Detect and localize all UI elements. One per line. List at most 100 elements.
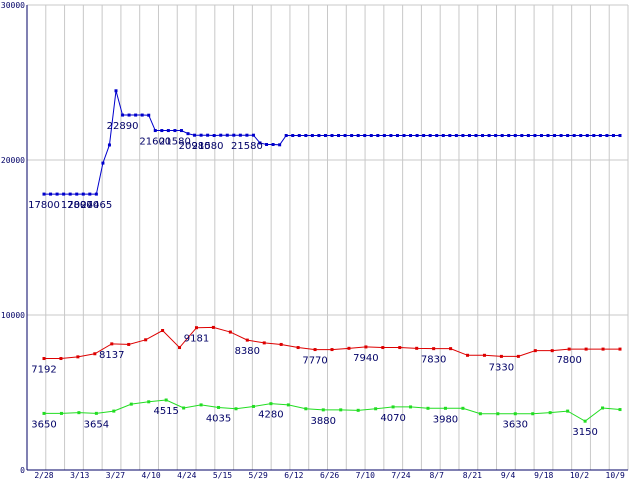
series-1-point <box>428 134 432 138</box>
series-1-point <box>566 134 570 138</box>
series-1-point <box>382 134 386 138</box>
series-2-point <box>178 346 182 350</box>
x-tick-label: 3/13 <box>70 471 89 480</box>
x-tick-label: 7/24 <box>391 471 410 480</box>
series-3-point <box>548 411 552 415</box>
series-1-point <box>598 134 602 138</box>
series-1-point <box>55 192 59 196</box>
data-label: 4035 <box>206 413 231 424</box>
data-label: 22890 <box>107 121 139 132</box>
series-2-point <box>313 348 317 352</box>
series-3-point <box>42 411 46 415</box>
data-label: 4280 <box>258 410 283 421</box>
series-1-point <box>219 133 223 137</box>
series-3-point <box>566 409 570 413</box>
series-1-point <box>533 134 537 138</box>
series-group <box>42 89 622 423</box>
series-3-point <box>409 405 413 409</box>
series-1-point <box>310 134 314 138</box>
data-label: 20970 <box>67 200 99 211</box>
x-tick-label: 7/10 <box>356 471 375 480</box>
series-2-point <box>415 346 419 350</box>
series-1-point <box>49 192 53 196</box>
series-1-point <box>559 134 563 138</box>
x-tick-label: 8/7 <box>429 471 444 480</box>
series-1-point <box>448 134 452 138</box>
series-1-point <box>461 134 465 138</box>
series-1-point <box>435 134 439 138</box>
data-label: 21580 <box>192 141 224 152</box>
series-2-point <box>432 347 436 351</box>
x-tick-label: 5/29 <box>249 471 268 480</box>
series-1-point <box>592 134 596 138</box>
series-2-point <box>296 346 300 350</box>
series-1-point <box>389 134 393 138</box>
series-1-point <box>121 113 125 117</box>
series-1-point <box>278 143 282 147</box>
series-2-point <box>567 347 571 351</box>
data-label: 9181 <box>184 334 209 345</box>
series-1-point <box>481 134 485 138</box>
series-3-point <box>304 407 308 411</box>
series-1-point <box>539 134 543 138</box>
data-label: 7940 <box>353 353 378 364</box>
series-2-point <box>347 346 351 350</box>
series-3-point <box>478 412 482 416</box>
x-tick-label: 4/10 <box>141 471 160 480</box>
series-1-point <box>474 134 478 138</box>
series-3-point <box>339 408 343 412</box>
series-1-point <box>350 134 354 138</box>
grid <box>27 4 629 471</box>
series-3-point <box>461 406 465 410</box>
axes <box>26 5 628 471</box>
series-1-point <box>271 143 275 146</box>
series-2-point <box>144 338 148 342</box>
y-tick-label: 0 <box>20 466 25 475</box>
series-1-point <box>526 134 530 138</box>
data-label: 17800 <box>28 200 60 211</box>
series-1-point <box>75 192 79 196</box>
series-2-point <box>482 353 486 357</box>
data-label: 3150 <box>572 427 597 438</box>
series-2-point <box>398 346 402 350</box>
series-2-point <box>601 347 605 351</box>
data-label: 21580 <box>159 137 191 148</box>
series-1-point <box>81 192 85 196</box>
x-tick-label: 9/4 <box>501 471 516 480</box>
series-1-point <box>101 161 105 165</box>
series-3-point <box>374 407 378 411</box>
data-label: 7192 <box>31 365 56 376</box>
data-label: 4070 <box>380 413 405 424</box>
series-2-point <box>42 357 46 361</box>
x-tick-label: 4/24 <box>177 471 196 480</box>
series-2-point <box>618 347 622 351</box>
tick-labels: 0 10000 20000 30000 2/28 3/13 3/27 4/10 4/24 5/15… <box>1 1 625 480</box>
series-1-point <box>265 143 269 146</box>
series-1-point <box>520 134 524 138</box>
series-1-point <box>585 134 589 138</box>
series-3-point <box>164 398 168 402</box>
series-1-point <box>251 133 255 137</box>
series-3-point <box>182 406 186 410</box>
series-1-point <box>297 134 301 138</box>
data-label: 7800 <box>556 355 581 366</box>
data-label: 8137 <box>99 350 124 361</box>
series-1-point <box>134 113 138 117</box>
x-tick-label: 6/26 <box>320 471 339 480</box>
series-2-point <box>194 326 198 330</box>
series-2-point <box>330 348 334 352</box>
series-1-point <box>291 134 295 138</box>
series-3-point <box>147 400 151 404</box>
series-1-point <box>441 134 445 138</box>
series-3-point <box>618 408 622 412</box>
series-1-point <box>232 133 236 137</box>
series-3-point <box>199 403 203 407</box>
x-tick-label: 8/21 <box>463 471 482 480</box>
series-1-point <box>415 134 419 138</box>
data-label: 8380 <box>235 346 260 357</box>
series-3-point <box>269 402 273 406</box>
series-3-point <box>94 411 98 415</box>
data-label: 21580 <box>231 141 263 152</box>
data-label: 3980 <box>433 414 458 425</box>
